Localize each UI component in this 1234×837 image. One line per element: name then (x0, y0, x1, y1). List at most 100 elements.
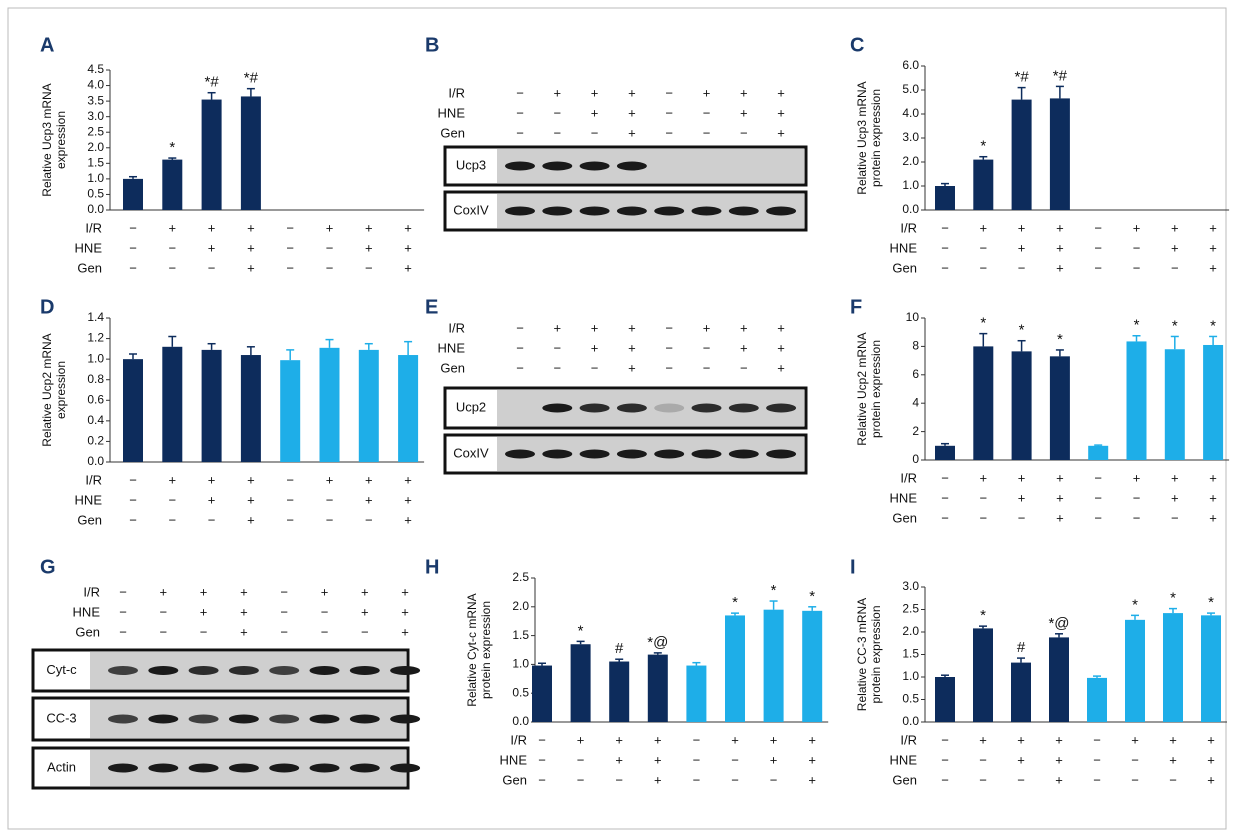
blot-band (269, 666, 299, 675)
lane-label: CoxIV (453, 202, 489, 217)
condition-mark: + (628, 125, 636, 140)
condition-mark: − (941, 510, 949, 525)
condition-mark: − (169, 492, 177, 507)
condition-mark: + (365, 492, 373, 507)
bar (1203, 345, 1223, 460)
condition-mark: + (1171, 220, 1179, 235)
condition-mark: + (703, 85, 711, 100)
blot-band (108, 764, 138, 773)
condition-mark: + (615, 752, 623, 767)
blot-band (189, 715, 219, 724)
condition-mark: − (169, 240, 177, 255)
y-tick-label: 0.5 (87, 187, 104, 201)
blot-band (692, 404, 722, 413)
condition-mark: − (577, 772, 585, 787)
condition-mark: + (1017, 732, 1025, 747)
significance-label: * (771, 582, 777, 599)
condition-mark: + (247, 260, 255, 275)
condition-mark: + (770, 732, 778, 747)
blot-band (580, 162, 610, 171)
condition-mark: − (538, 772, 546, 787)
blot-band (729, 450, 759, 459)
blot-band (310, 666, 340, 675)
y-tick-label: 3.5 (87, 93, 104, 107)
condition-mark: − (129, 492, 137, 507)
condition-name: HNE (438, 340, 466, 355)
blot-band (729, 207, 759, 216)
bar (571, 644, 591, 722)
y-tick-label: 1.0 (902, 178, 919, 192)
condition-name: Gen (440, 360, 465, 375)
panel-label: D (40, 296, 54, 318)
condition-mark: − (941, 470, 949, 485)
condition-name: Gen (440, 125, 465, 140)
condition-mark: − (1018, 510, 1026, 525)
y-axis-label: Relative Ucp2 mRNA (40, 333, 54, 446)
condition-name: Gen (892, 772, 917, 787)
condition-name: I/R (900, 470, 917, 485)
condition-mark: − (286, 492, 294, 507)
condition-mark: + (1207, 732, 1215, 747)
condition-name: Gen (77, 260, 102, 275)
condition-mark: + (160, 584, 168, 599)
condition-mark: − (119, 604, 127, 619)
blot-band (692, 207, 722, 216)
y-tick-label: 3.0 (902, 130, 919, 144)
y-tick-label: 0.0 (512, 714, 529, 728)
y-axis-label: protein expression (869, 605, 883, 703)
condition-mark: − (516, 125, 524, 140)
bar (398, 355, 418, 462)
condition-mark: − (1018, 260, 1026, 275)
condition-mark: − (1094, 490, 1102, 505)
condition-mark: + (404, 260, 412, 275)
y-tick-label: 1.0 (512, 657, 529, 671)
y-tick-label: 3.0 (87, 109, 104, 123)
blot-band (108, 715, 138, 724)
condition-mark: − (538, 732, 546, 747)
condition-mark: − (516, 105, 524, 120)
y-tick-label: 0.0 (87, 454, 104, 468)
condition-mark: + (326, 220, 334, 235)
condition-mark: + (1171, 490, 1179, 505)
condition-mark: + (1056, 260, 1064, 275)
bar (1201, 615, 1221, 722)
condition-name: I/R (900, 732, 917, 747)
condition-mark: + (1018, 240, 1026, 255)
blot-band (766, 404, 796, 413)
condition-mark: + (208, 240, 216, 255)
condition-mark: + (361, 604, 369, 619)
condition-mark: + (777, 85, 785, 100)
y-tick-label: 0.0 (902, 714, 919, 728)
significance-label: * (980, 607, 986, 624)
y-tick-label: 0.0 (902, 202, 919, 216)
condition-mark: − (169, 512, 177, 527)
panel-label: C (850, 34, 864, 56)
bar (202, 350, 222, 462)
condition-mark: + (1171, 240, 1179, 255)
blot-band (542, 162, 572, 171)
condition-mark: + (1209, 240, 1217, 255)
blot-band (350, 715, 380, 724)
blot-band (108, 666, 138, 675)
condition-mark: − (665, 85, 673, 100)
condition-mark: − (119, 584, 127, 599)
y-tick-label: 1.5 (87, 156, 104, 170)
condition-mark: + (1131, 732, 1139, 747)
y-tick-label: 5.0 (902, 82, 919, 96)
bar (1088, 446, 1108, 460)
condition-mark: − (326, 492, 334, 507)
bar (973, 346, 993, 460)
condition-mark: − (169, 260, 177, 275)
condition-mark: + (628, 105, 636, 120)
y-tick-label: 1.0 (902, 669, 919, 683)
condition-name: I/R (448, 85, 465, 100)
bar (802, 611, 822, 722)
condition-mark: + (615, 732, 623, 747)
condition-mark: − (1131, 752, 1139, 767)
condition-mark: − (361, 624, 369, 639)
blot-band (654, 450, 684, 459)
significance-label: * (578, 622, 584, 639)
blot-band (729, 404, 759, 413)
blot-band (654, 404, 684, 413)
condition-mark: + (240, 604, 248, 619)
